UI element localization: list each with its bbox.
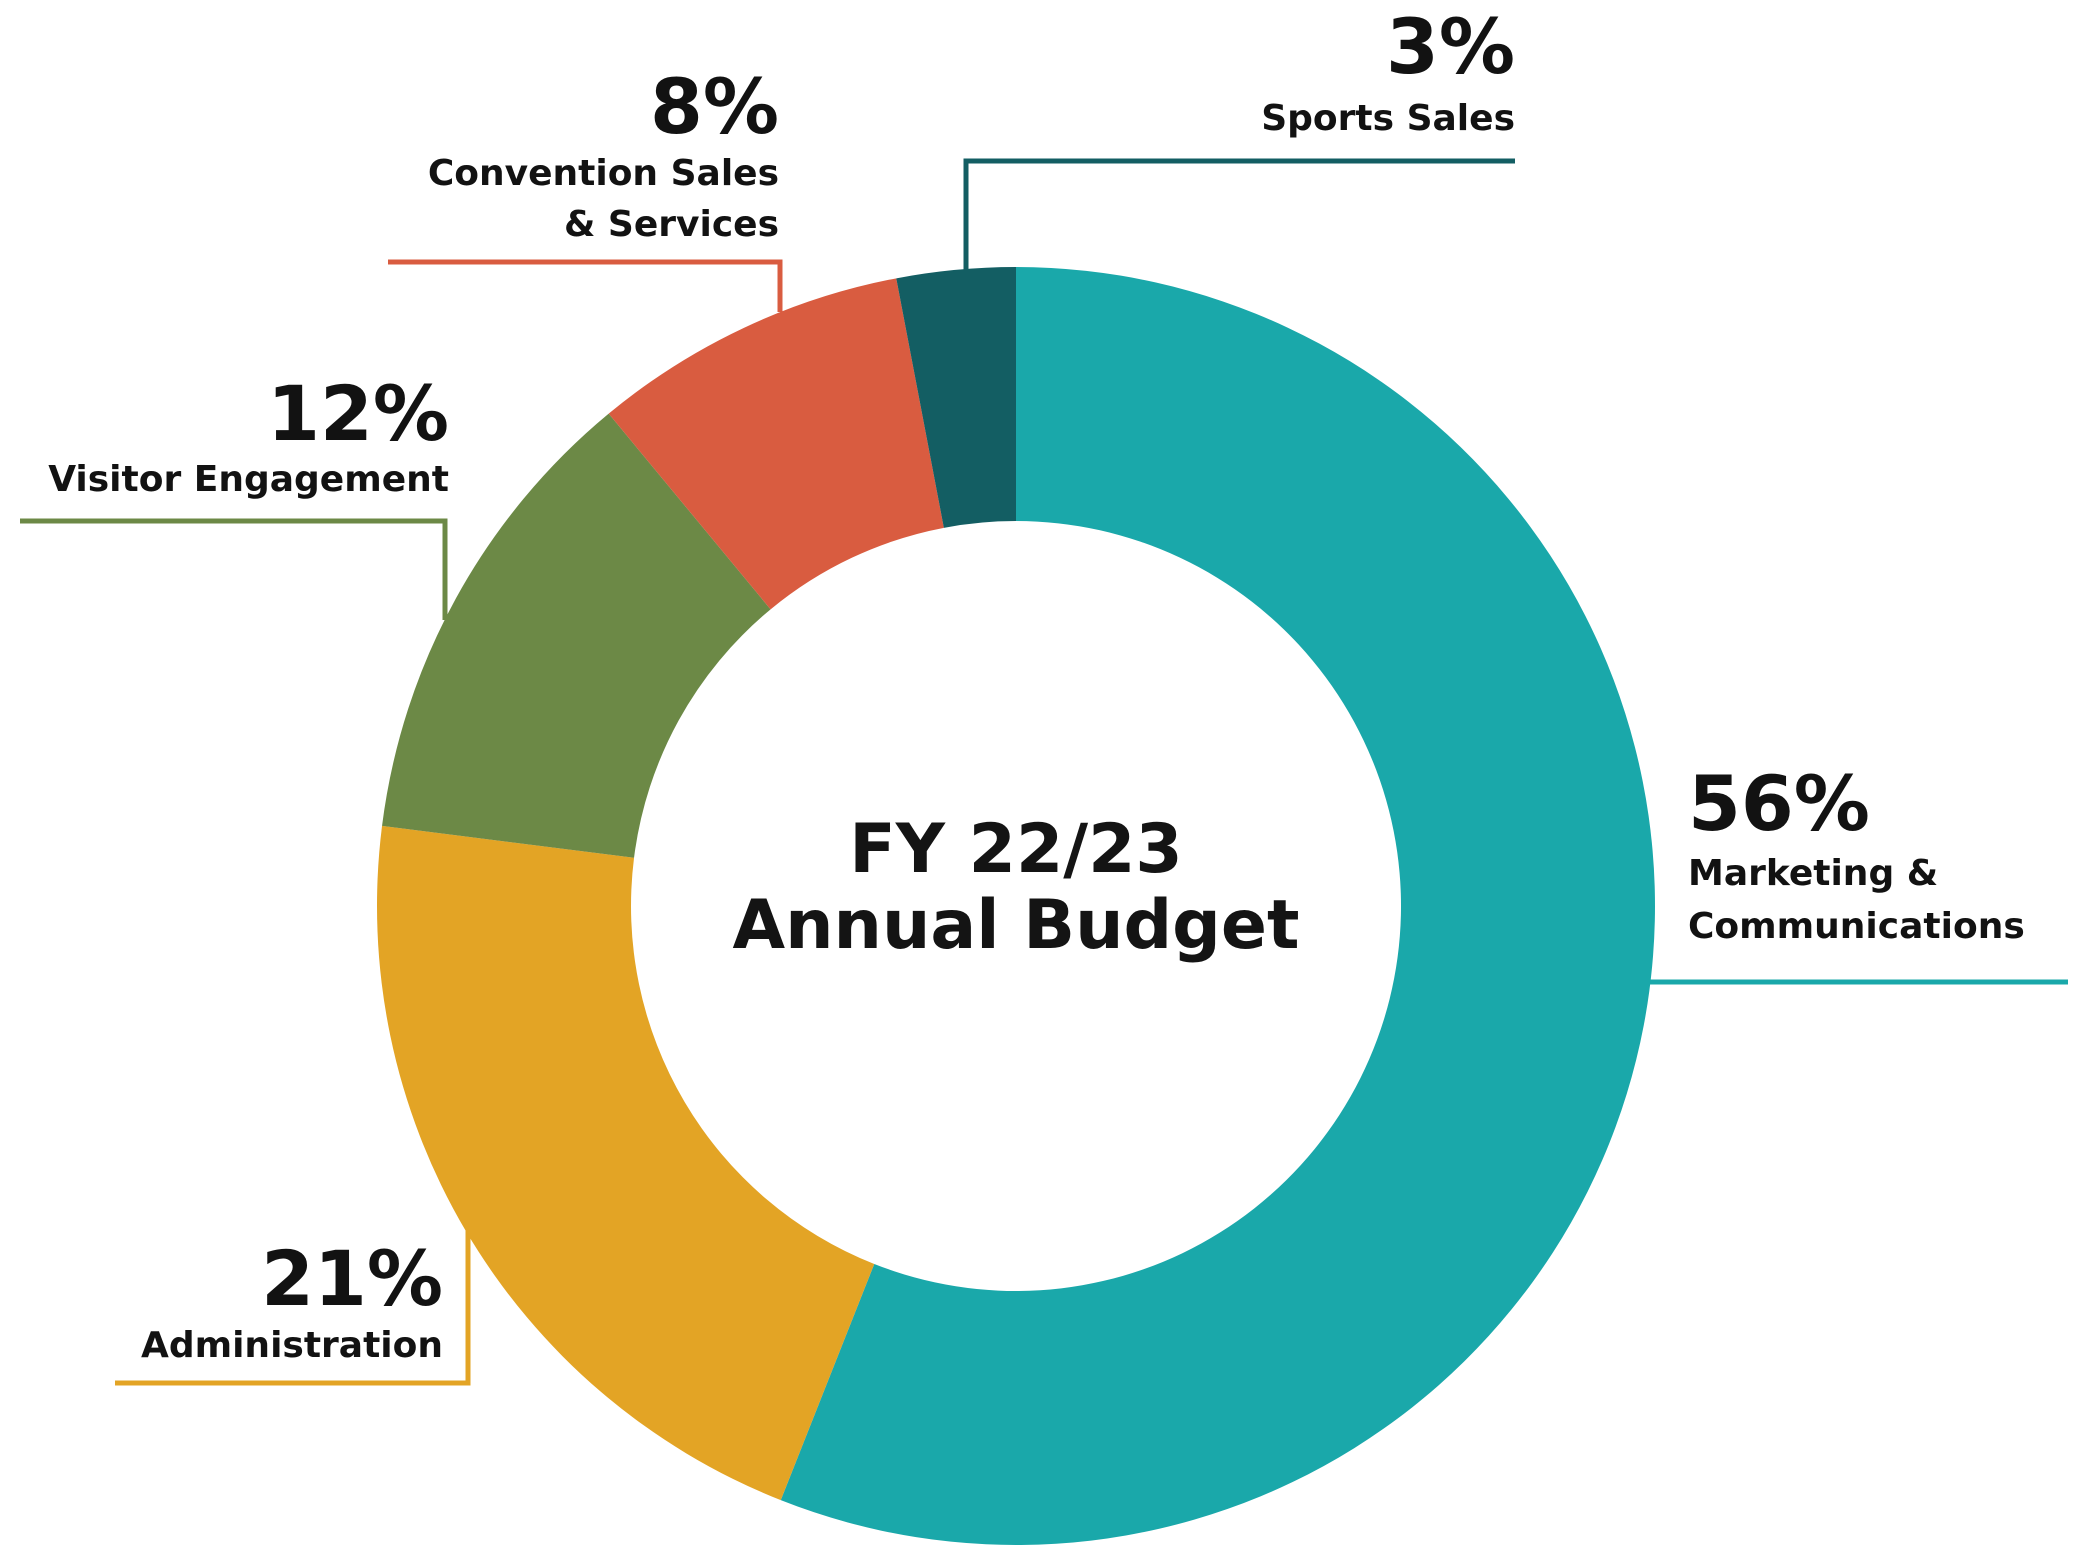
slice-label-visitor-engagement: Visitor Engagement [48, 459, 449, 500]
leader-line-visitor-engagement [20, 518, 448, 620]
slice-label-convention-sales-line-2: & Services [564, 204, 779, 245]
leader-lines [20, 158, 2068, 1386]
donut-slice-visitor [382, 413, 771, 858]
slice-label-marketing-line-2: Communications [1688, 906, 2025, 947]
slice-value-visitor-engagement: 12% [267, 369, 449, 458]
donut-slice-sports [896, 267, 1016, 528]
slice-value-marketing: 56% [1688, 759, 1870, 848]
slice-label-convention-sales-line-1: Convention Sales [428, 153, 779, 194]
donut-slice-convention [608, 278, 944, 610]
donut-slices [377, 267, 1655, 1546]
leader-line-convention-sales [388, 259, 783, 312]
slice-label-administration: Administration [141, 1325, 443, 1366]
slice-value-administration: 21% [261, 1234, 443, 1323]
leader-line-sports-sales [963, 158, 1515, 270]
slice-label-marketing-line-1: Marketing & [1688, 853, 1938, 894]
chart-title-line-2: Annual Budget [733, 886, 1300, 965]
leader-line-administration [115, 1202, 471, 1386]
slice-label-sports-sales: Sports Sales [1261, 98, 1515, 139]
slice-value-convention-sales: 8% [650, 62, 779, 151]
donut-slice-marketing [780, 267, 1655, 1546]
slice-value-sports-sales: 3% [1386, 2, 1515, 91]
chart-title-line-1: FY 22/23 [849, 810, 1182, 889]
donut-slice-administration [377, 825, 875, 1501]
